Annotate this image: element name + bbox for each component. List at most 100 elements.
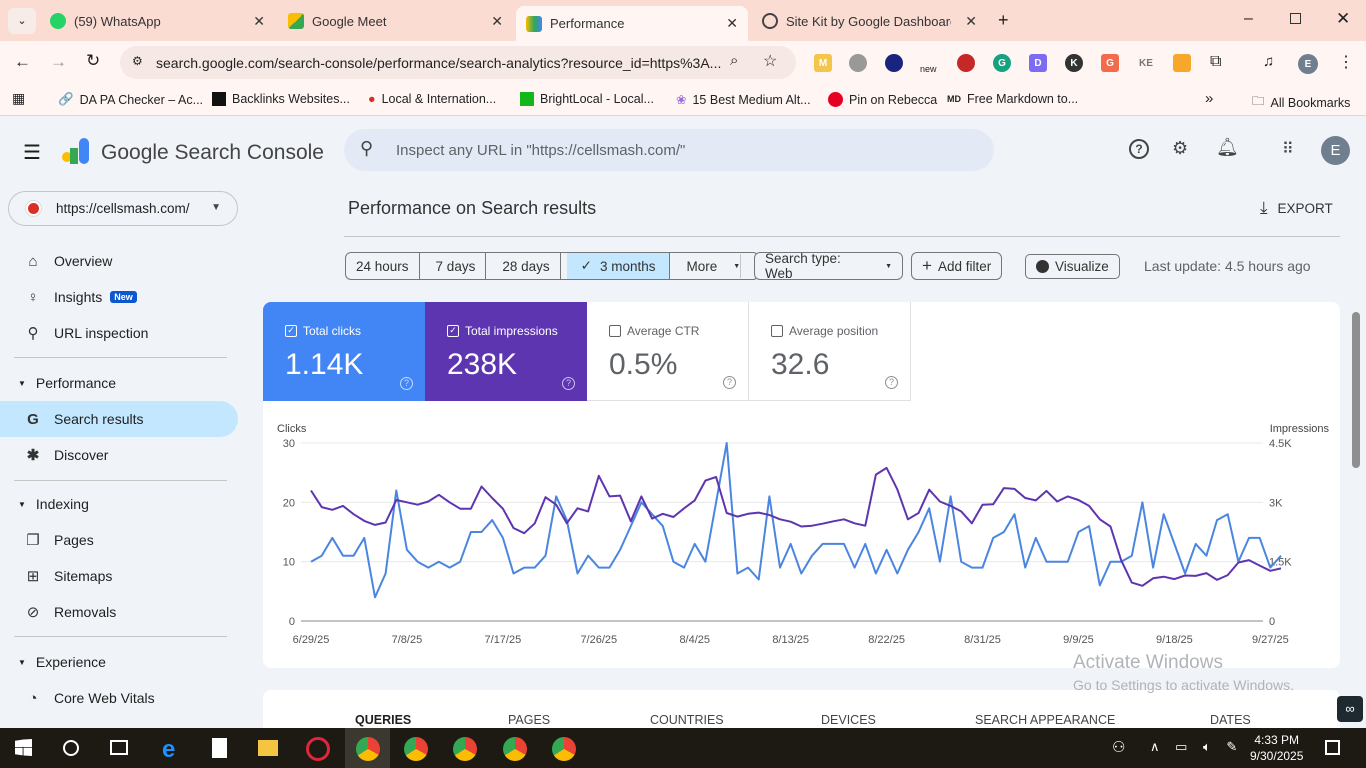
sidebar-section-experience[interactable]: ▼ Experience xyxy=(18,654,106,670)
visualize-button[interactable]: Visualize xyxy=(1025,254,1120,279)
tab-dates[interactable]: DATES xyxy=(1210,713,1251,727)
chrome-profile-icon[interactable] xyxy=(404,737,428,761)
system-tray-icons[interactable]: ∧ ▭ 🔈︎ ✎ xyxy=(1150,739,1244,754)
extension-icon[interactable] xyxy=(885,54,903,72)
extension-d-icon[interactable]: D xyxy=(1029,54,1047,72)
bookmark-da-pa[interactable]: 🔗 DA PA Checker – Ac... xyxy=(58,92,204,107)
search-type-filter[interactable]: Search type: Web ▼ xyxy=(754,251,903,281)
close-window-button[interactable]: ✕ xyxy=(1336,9,1351,28)
tab-devices[interactable]: DEVICES xyxy=(821,713,876,727)
apps-grid-icon[interactable]: ▦ xyxy=(12,90,26,106)
sidebar-item-sitemaps[interactable]: ⊞ Sitemaps xyxy=(0,558,238,594)
bookmark-backlinks[interactable]: Backlinks Websites... xyxy=(212,92,350,106)
sidebar-section-performance[interactable]: ▼ Performance xyxy=(18,375,117,391)
chrome-profile-icon[interactable] xyxy=(503,737,527,761)
extension-g-icon[interactable]: G xyxy=(1101,54,1119,72)
tab-performance[interactable]: Performance ✕ xyxy=(516,6,748,41)
address-bar[interactable]: ⚙ search.google.com/search-console/perfo… xyxy=(120,46,796,79)
metric-total-clicks[interactable]: ✓ Total clicks 1.14K? xyxy=(263,302,425,401)
sidebar-item-overview[interactable]: ⌂ Overview xyxy=(0,243,238,279)
extension-k-icon[interactable]: K xyxy=(1065,54,1083,72)
add-filter-button[interactable]: + Add filter xyxy=(911,252,1003,280)
globe-extension-icon[interactable] xyxy=(849,54,867,72)
sidebar-item-pages[interactable]: ❐ Pages xyxy=(0,522,238,558)
checkbox-icon[interactable] xyxy=(609,325,621,337)
edge-icon[interactable]: e xyxy=(162,736,176,763)
chrome-profile-icon[interactable] xyxy=(356,737,380,761)
range-7-days[interactable]: 7 days xyxy=(426,253,487,279)
google-apps-icon[interactable]: ⠿ xyxy=(1282,141,1294,158)
sidebar-item-core-web-vitals[interactable]: ◔ Core Web Vitals xyxy=(0,680,238,716)
profile-avatar[interactable]: E xyxy=(1298,54,1318,74)
search-console-logo[interactable] xyxy=(62,138,92,164)
close-tab-icon[interactable]: ✕ xyxy=(253,12,265,29)
metric-total-impressions[interactable]: ✓ Total impressions 238K? xyxy=(425,302,587,401)
checkbox-checked-icon[interactable]: ✓ xyxy=(447,325,459,337)
close-tab-icon[interactable]: ✕ xyxy=(726,15,738,31)
reload-button[interactable]: ↻ xyxy=(86,51,101,70)
range-28-days[interactable]: 28 days xyxy=(492,253,561,279)
help-icon[interactable]: ? xyxy=(562,377,575,390)
bookmark-local[interactable]: ● Local & Internation... xyxy=(368,92,497,106)
checkbox-icon[interactable] xyxy=(771,325,783,337)
settings-user-icon[interactable]: ⚙ xyxy=(1172,138,1189,158)
tab-search-button[interactable]: ⌄ xyxy=(8,8,36,34)
close-tab-icon[interactable]: ✕ xyxy=(491,12,503,29)
url-inspect-search[interactable]: ⚲ Inspect any URL in "https://cellsmash.… xyxy=(344,129,994,171)
all-bookmarks[interactable]: 🗀 All Bookmarks xyxy=(1252,92,1350,113)
grammarly-icon[interactable]: G xyxy=(993,54,1011,72)
bookmark-medium[interactable]: ❀ 15 Best Medium Alt... xyxy=(676,92,811,108)
browser-menu-icon[interactable]: ⋮ xyxy=(1338,54,1354,71)
help-icon[interactable]: ? xyxy=(400,377,413,390)
tab-queries[interactable]: QUERIES xyxy=(355,713,412,727)
chrome-profile-icon[interactable] xyxy=(453,737,477,761)
extension-m-icon[interactable]: M xyxy=(814,54,832,72)
property-selector[interactable]: https://cellsmash.com/ ▼ xyxy=(8,191,238,226)
restore-button[interactable] xyxy=(1290,13,1301,24)
back-button[interactable]: ← xyxy=(14,52,31,71)
media-control-icon[interactable]: ♫ xyxy=(1263,53,1275,70)
help-icon[interactable]: ? xyxy=(885,376,898,389)
new-tab-button[interactable]: + xyxy=(998,10,1009,30)
tab-search-appearance[interactable]: SEARCH APPEARANCE xyxy=(975,713,1116,727)
minimize-button[interactable]: – xyxy=(1244,10,1253,27)
close-tab-icon[interactable]: ✕ xyxy=(965,12,977,29)
tab-pages[interactable]: PAGES xyxy=(508,713,551,727)
account-avatar[interactable]: E xyxy=(1321,136,1350,165)
bookmark-star-icon[interactable]: ☆ xyxy=(763,53,778,70)
sidebar-item-insights[interactable]: ♀ Insights New xyxy=(0,279,238,315)
bookmark-markdown[interactable]: MD Free Markdown to... xyxy=(947,92,1079,106)
range-3-months[interactable]: ✓ 3 months xyxy=(566,253,671,279)
clock[interactable]: 4:33 PM 9/30/2025 xyxy=(1250,733,1304,763)
sidebar-item-removals[interactable]: ⊘ Removals xyxy=(0,594,238,630)
checkbox-checked-icon[interactable]: ✓ xyxy=(285,325,297,337)
file-explorer-icon[interactable] xyxy=(258,740,278,756)
more-bookmarks-icon[interactable]: » xyxy=(1205,90,1214,107)
people-icon[interactable]: ⚇ xyxy=(1112,739,1126,756)
main-menu-icon[interactable]: ☰ xyxy=(23,142,41,164)
notifications-icon[interactable] xyxy=(1325,740,1340,755)
sidebar-section-indexing[interactable]: ▼ Indexing xyxy=(18,496,89,512)
scrollbar[interactable] xyxy=(1352,296,1362,696)
tab-whatsapp[interactable]: (59) WhatsApp ✕ xyxy=(40,6,275,36)
extension-icon[interactable] xyxy=(1173,54,1191,72)
range-more[interactable]: More ▼ xyxy=(686,258,741,274)
file-icon[interactable] xyxy=(212,738,227,758)
tab-site-kit[interactable]: Site Kit by Google Dashboard ‹ ✕ xyxy=(752,6,987,36)
seo-extension-icon[interactable] xyxy=(957,54,975,72)
opera-icon[interactable] xyxy=(306,737,330,761)
range-24-hours[interactable]: 24 hours xyxy=(346,253,420,279)
chrome-profile-icon[interactable] xyxy=(552,737,576,761)
site-info-icon[interactable]: ⚙ xyxy=(132,54,143,68)
keywords-everywhere-icon[interactable]: KE xyxy=(1139,57,1153,69)
bookmark-brightlocal[interactable]: BrightLocal - Local... xyxy=(520,92,654,106)
help-icon[interactable]: ? xyxy=(1129,139,1149,159)
tab-countries[interactable]: COUNTRIES xyxy=(650,713,724,727)
bookmark-pinterest[interactable]: Pin on Rebecca xyxy=(828,92,937,107)
scrollbar-thumb[interactable] xyxy=(1352,312,1360,468)
notifications-bell-icon[interactable]: 🔔︎ xyxy=(1216,137,1239,157)
extensions-puzzle-icon[interactable]: ⧉ xyxy=(1210,53,1222,70)
zoom-icon[interactable]: ⌕ xyxy=(730,52,739,69)
sidebar-item-discover[interactable]: ✱ Discover xyxy=(0,437,238,473)
extension-new-icon[interactable]: new xyxy=(920,64,937,74)
